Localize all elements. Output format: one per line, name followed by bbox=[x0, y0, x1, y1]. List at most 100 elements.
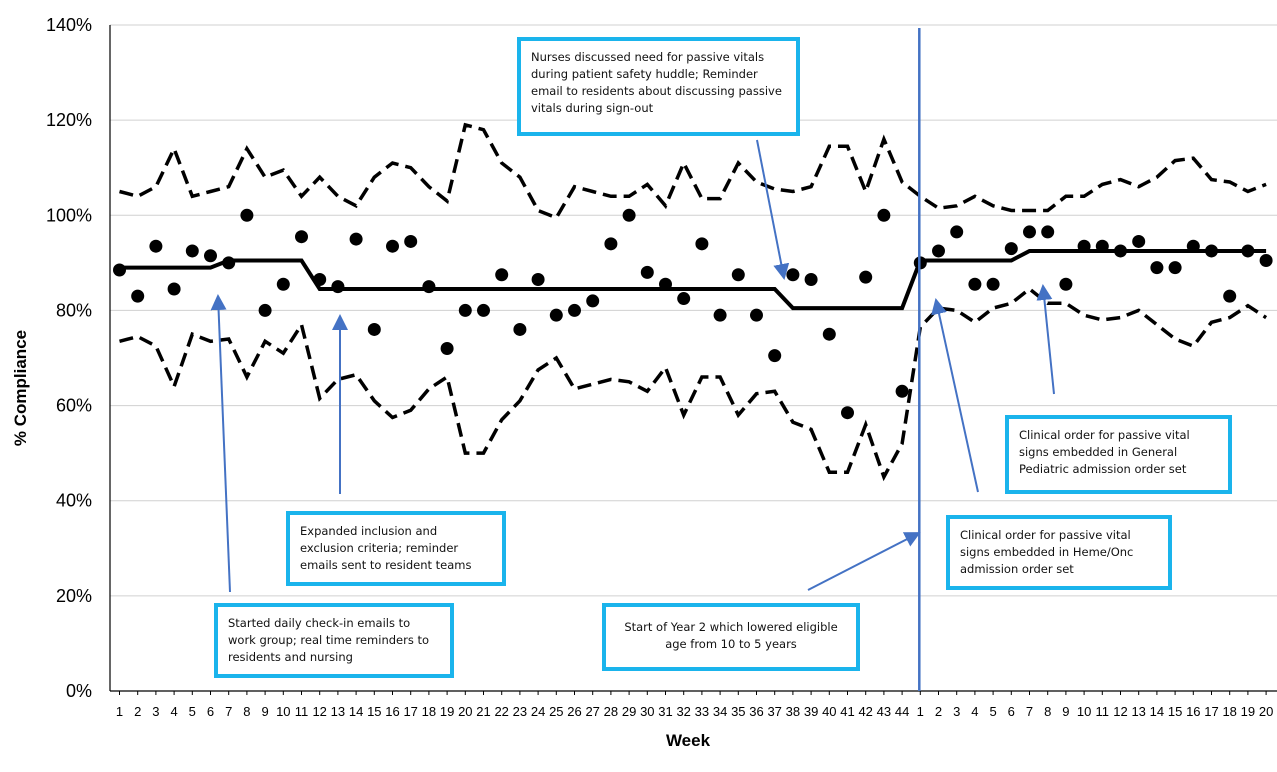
data-point bbox=[768, 349, 782, 363]
x-tick-label: 6 bbox=[1008, 704, 1015, 719]
x-tick-label: 10 bbox=[1077, 704, 1091, 719]
x-tick-label: 26 bbox=[567, 704, 581, 719]
annotation-arrow bbox=[210, 294, 231, 593]
control-limits bbox=[119, 122, 1268, 482]
x-tick-label: 19 bbox=[440, 704, 454, 719]
annotation-daily-check-in: Started daily check-in emails to work gr… bbox=[214, 603, 454, 678]
x-tick-label: 21 bbox=[476, 704, 490, 719]
data-point bbox=[240, 208, 254, 222]
data-point bbox=[568, 303, 581, 317]
y-tick-label: 100% bbox=[46, 205, 92, 225]
x-tick-label: 12 bbox=[1113, 704, 1127, 719]
x-tick-label: 4 bbox=[170, 704, 177, 719]
x-tick-label: 25 bbox=[549, 704, 563, 719]
data-point bbox=[113, 263, 126, 277]
x-tick-label: 43 bbox=[877, 704, 891, 719]
data-point bbox=[422, 280, 436, 294]
data-point bbox=[1114, 244, 1127, 258]
x-tick-label: 20 bbox=[1259, 704, 1273, 719]
x-tick-label: 9 bbox=[261, 704, 268, 719]
x-tick-label: 38 bbox=[786, 704, 800, 719]
x-tick-label: 29 bbox=[622, 704, 636, 719]
x-tick-label: 28 bbox=[604, 704, 618, 719]
data-point bbox=[513, 322, 527, 336]
x-tick-label: 37 bbox=[767, 704, 781, 719]
data-point bbox=[731, 268, 745, 282]
x-tick-label: 34 bbox=[713, 704, 727, 719]
x-tick-label: 36 bbox=[749, 704, 763, 719]
x-tick-label: 7 bbox=[225, 704, 232, 719]
annotation-arrow bbox=[931, 298, 979, 493]
data-point bbox=[786, 268, 800, 282]
data-point bbox=[404, 234, 418, 248]
x-tick-label: 18 bbox=[1222, 704, 1236, 719]
data-point bbox=[1059, 277, 1073, 291]
y-tick-label: 140% bbox=[46, 15, 92, 35]
data-point bbox=[622, 208, 636, 222]
data-point bbox=[695, 237, 709, 251]
data-point bbox=[713, 308, 727, 322]
data-points bbox=[113, 208, 1273, 420]
data-point bbox=[1241, 244, 1255, 258]
x-tick-label: 31 bbox=[658, 704, 672, 719]
center-line bbox=[119, 249, 1267, 311]
center-line-layer bbox=[119, 249, 1267, 311]
data-point bbox=[1186, 239, 1200, 253]
x-tick-label: 13 bbox=[331, 704, 345, 719]
annotation-arrows bbox=[210, 28, 1055, 691]
data-point bbox=[149, 239, 163, 253]
data-point bbox=[458, 303, 472, 317]
data-point bbox=[477, 303, 490, 317]
x-tick-label: 32 bbox=[676, 704, 690, 719]
axes: 0%20%40%60%80%100%120%140%1 2 3 4 5 6 7 8 9 10 11 1… bbox=[46, 15, 1277, 719]
x-axis-label: Week bbox=[666, 731, 711, 750]
data-point bbox=[495, 268, 509, 282]
x-tick-label: 27 bbox=[585, 704, 599, 719]
annotation-arrow bbox=[1036, 284, 1055, 395]
data-point bbox=[1004, 242, 1018, 256]
data-point bbox=[1223, 289, 1237, 303]
data-point bbox=[167, 282, 181, 296]
data-point bbox=[841, 406, 854, 420]
x-tick-label: 41 bbox=[840, 704, 854, 719]
data-point bbox=[204, 249, 217, 263]
data-point bbox=[349, 232, 363, 246]
data-point bbox=[986, 277, 1000, 291]
x-tick-label: 16 bbox=[1186, 704, 1200, 719]
x-tick-label: 13 bbox=[1131, 704, 1145, 719]
data-point bbox=[1077, 239, 1091, 253]
x-tick-label: 8 bbox=[1044, 704, 1051, 719]
data-point bbox=[895, 384, 909, 398]
data-point bbox=[549, 308, 563, 322]
y-tick-label: 120% bbox=[46, 110, 92, 130]
data-point bbox=[386, 239, 399, 253]
x-tick-label: 2 bbox=[935, 704, 942, 719]
x-tick-label: 30 bbox=[640, 704, 654, 719]
data-point bbox=[185, 244, 199, 258]
x-tick-label: 6 bbox=[207, 704, 214, 719]
data-point bbox=[640, 265, 654, 279]
x-tick-label: 44 bbox=[895, 704, 909, 719]
data-point bbox=[677, 292, 691, 306]
x-tick-label: 12 bbox=[312, 704, 326, 719]
data-point bbox=[222, 256, 236, 270]
x-tick-label: 35 bbox=[731, 704, 745, 719]
data-point bbox=[313, 273, 327, 287]
x-tick-label: 11 bbox=[1096, 704, 1110, 719]
y-tick-label: 20% bbox=[56, 586, 92, 606]
data-point bbox=[932, 244, 945, 258]
annotation-arrow bbox=[807, 532, 921, 591]
data-point bbox=[822, 327, 836, 341]
data-point bbox=[804, 273, 818, 287]
x-tick-label: 14 bbox=[1150, 704, 1164, 719]
upper-control-limit bbox=[119, 122, 1267, 220]
x-tick-label: 24 bbox=[531, 704, 545, 719]
x-tick-label: 17 bbox=[1204, 704, 1218, 719]
data-point bbox=[331, 280, 345, 294]
x-tick-label: 19 bbox=[1241, 704, 1255, 719]
y-tick-label: 60% bbox=[56, 396, 92, 416]
x-tick-label: 7 bbox=[1026, 704, 1033, 719]
data-point bbox=[295, 230, 308, 244]
